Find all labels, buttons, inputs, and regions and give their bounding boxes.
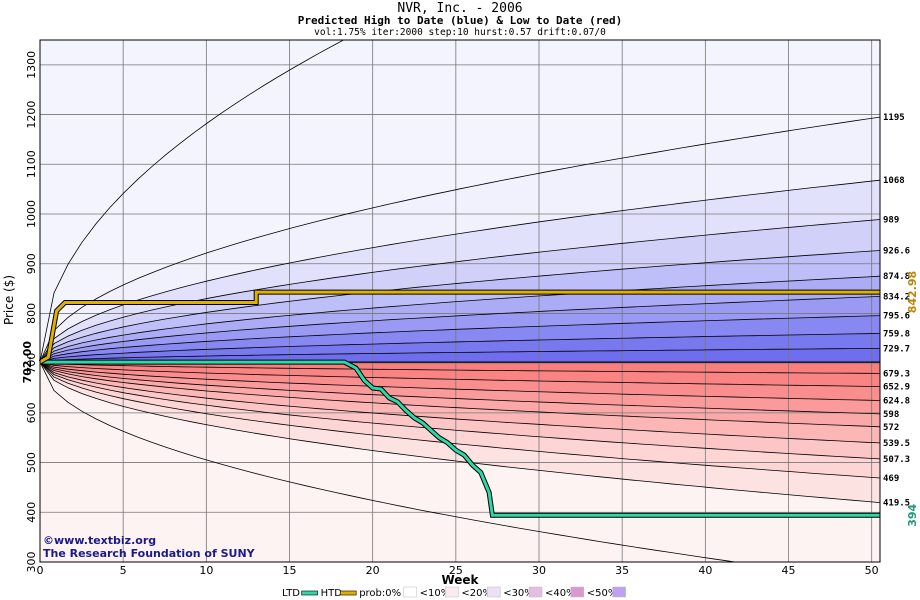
x-tick-0: 0	[37, 564, 44, 577]
y-axis-label: Price ($)	[2, 275, 16, 325]
band-end-label-1: 1068	[883, 176, 905, 186]
band-line-11	[40, 361, 880, 387]
ltd-path	[40, 360, 880, 517]
band-end-labels: 1195 1068 989 926.6 874.8 834.2 795.6 759.8 729.…	[883, 113, 910, 509]
chart-subtitle: Predicted High to Date (blue) & Low to D…	[297, 14, 623, 27]
band-line-14	[40, 361, 880, 428]
band-line-7	[40, 315, 880, 363]
band-line-19	[40, 361, 738, 562]
band-line-17	[40, 361, 880, 479]
y-tick-700: 700	[25, 353, 38, 374]
x-tick-40: 40	[698, 564, 712, 577]
legend-line-0	[301, 590, 318, 596]
x-tick-5: 5	[120, 564, 127, 577]
legend-label-5: <30%	[503, 588, 534, 599]
y-tick-900: 900	[25, 253, 38, 274]
legend-swatch-7	[612, 586, 626, 598]
credit-website: ©www.textbiz.org	[43, 534, 156, 547]
htd-current-label: 842.98	[906, 271, 919, 313]
x-tick-30: 30	[532, 564, 546, 577]
y-tick-600: 600	[25, 402, 38, 423]
band-end-label-9: 679.3	[883, 369, 910, 379]
legend-swatch-4	[486, 586, 501, 598]
legend-swatch-3	[445, 586, 459, 598]
band-line-2	[40, 179, 880, 363]
band-line-12	[40, 361, 880, 401]
band-line-13	[40, 361, 880, 415]
band-line-0	[40, 40, 345, 363]
start-price-label: 702.00	[21, 341, 34, 384]
band-end-label-10: 652.9	[883, 383, 910, 393]
x-tick-10: 10	[199, 564, 213, 577]
legend-label-1: HTD	[321, 588, 343, 599]
band-line-8	[40, 333, 880, 363]
legend-label-6: <40%	[545, 588, 576, 599]
band-end-label-2: 989	[883, 215, 899, 225]
band-line-6	[40, 296, 880, 363]
band-line-16	[40, 361, 880, 460]
band-end-label-3: 926.6	[883, 246, 910, 256]
legend: LTD HTD prob:0% <10% <20% <30% <40% <50%	[282, 586, 626, 599]
htd-path	[39, 290, 880, 364]
band-end-label-7: 759.8	[883, 329, 910, 339]
band-boundary-lines	[40, 40, 880, 562]
band-line-4	[40, 250, 880, 363]
simulation-params: vol:1.75% iter:2000 step:10 hurst:0.57 d…	[314, 27, 606, 38]
x-tick-15: 15	[283, 564, 297, 577]
legend-label-3: <10%	[420, 588, 451, 599]
ltd-current-label: 394	[906, 503, 919, 526]
chart-title: NVR, Inc. - 2006	[397, 1, 523, 16]
legend-label-0: LTD	[282, 588, 300, 599]
x-tick-25: 25	[449, 564, 463, 577]
legend-label-2: prob:0%	[359, 588, 401, 599]
y-tick-1100: 1100	[25, 150, 38, 178]
legend-line-1	[339, 590, 357, 596]
x-tick-20: 20	[366, 564, 380, 577]
band-line-1	[40, 116, 880, 363]
high-band-8	[40, 348, 880, 363]
legend-swatch-5	[528, 586, 543, 598]
low-band-0	[40, 362, 880, 374]
y-tick-1000: 1000	[25, 200, 38, 228]
plot-frame	[39, 39, 881, 563]
legend-label-4: <20%	[461, 588, 492, 599]
band-end-label-14: 539.5	[883, 439, 910, 449]
band-end-label-17: 419.5	[883, 499, 910, 509]
htd-ltd-paths	[38, 289, 880, 518]
y-tick-400: 400	[25, 502, 38, 523]
band-end-label-13: 572	[883, 423, 899, 433]
band-end-label-6: 795.6	[883, 312, 910, 322]
x-tick-45: 45	[782, 564, 796, 577]
band-end-label-15: 507.3	[883, 455, 910, 465]
y-tick-500: 500	[25, 452, 38, 473]
x-tick-50: 50	[865, 564, 879, 577]
band-line-15	[40, 361, 880, 444]
legend-swatch-6	[570, 586, 585, 598]
axis-ticks: 0 5 10 15 20 25 30 35 40 45 50 300 400 500 600 700 800 90…	[25, 51, 879, 577]
x-tick-35: 35	[615, 564, 629, 577]
band-end-label-11: 624.8	[883, 397, 910, 407]
y-tick-800: 800	[25, 303, 38, 324]
band-end-label-0: 1195	[883, 113, 905, 123]
band-line-10	[40, 361, 880, 374]
band-end-label-12: 598	[883, 410, 899, 420]
y-tick-1200: 1200	[25, 101, 38, 129]
band-end-label-5: 834.2	[883, 292, 910, 302]
y-tick-1300: 1300	[25, 51, 38, 79]
band-line-5	[40, 275, 880, 363]
legend-label-7: <50%	[587, 588, 618, 599]
legend-swatch-2	[403, 586, 417, 598]
band-end-label-16: 469	[883, 474, 899, 484]
band-line-9	[40, 348, 880, 363]
band-end-label-8: 729.7	[883, 344, 910, 354]
x-axis-label: Week	[441, 573, 479, 587]
credit-foundation: The Research Foundation of SUNY	[43, 547, 256, 560]
band-end-label-4: 874.8	[883, 272, 910, 282]
band-line-18	[40, 361, 880, 503]
y-tick-300: 300	[25, 552, 38, 573]
